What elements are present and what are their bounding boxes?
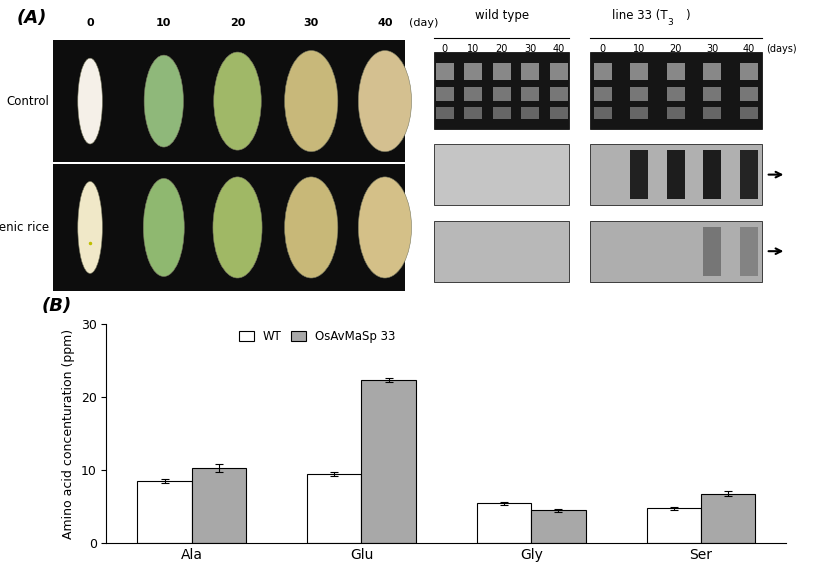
Bar <box>307 474 361 543</box>
Bar <box>434 221 569 282</box>
Bar <box>703 63 722 80</box>
Text: (A): (A) <box>16 9 47 27</box>
Bar <box>436 108 454 120</box>
Bar <box>740 150 758 199</box>
Bar <box>521 63 539 80</box>
Bar <box>667 108 685 120</box>
Ellipse shape <box>214 52 261 150</box>
Bar <box>740 87 758 101</box>
Text: (days): (days) <box>766 45 796 54</box>
Text: line 33 (T: line 33 (T <box>612 9 667 22</box>
Text: ): ) <box>686 9 690 22</box>
Ellipse shape <box>143 179 184 276</box>
Bar <box>434 52 569 129</box>
Bar <box>532 510 586 543</box>
Bar <box>590 144 762 205</box>
Ellipse shape <box>213 177 262 278</box>
Bar <box>631 150 649 199</box>
Text: 0: 0 <box>600 45 606 54</box>
Bar <box>631 87 649 101</box>
Text: Transgenic rice: Transgenic rice <box>0 221 49 234</box>
Text: 30: 30 <box>524 45 536 54</box>
Bar <box>521 87 539 101</box>
Bar <box>550 87 568 101</box>
Text: 20: 20 <box>230 17 245 28</box>
Bar <box>590 221 762 282</box>
Bar <box>594 87 612 101</box>
Text: 20: 20 <box>669 45 682 54</box>
Ellipse shape <box>358 50 411 151</box>
Text: 40: 40 <box>553 45 564 54</box>
Ellipse shape <box>144 55 183 147</box>
Ellipse shape <box>285 177 338 278</box>
Text: 0: 0 <box>86 17 94 28</box>
Text: wild type: wild type <box>474 9 529 22</box>
Bar <box>436 87 454 101</box>
Ellipse shape <box>358 177 411 278</box>
Bar <box>631 63 649 80</box>
Bar <box>740 108 758 120</box>
Bar <box>594 63 612 80</box>
Bar <box>493 108 511 120</box>
Bar <box>464 108 482 120</box>
Bar <box>550 63 568 80</box>
Bar <box>647 508 701 543</box>
Text: 0: 0 <box>441 45 448 54</box>
Bar <box>361 380 416 543</box>
Text: 40: 40 <box>743 45 754 54</box>
Bar <box>192 468 246 543</box>
Bar <box>53 164 405 291</box>
Ellipse shape <box>285 50 338 151</box>
Text: 10: 10 <box>156 17 171 28</box>
Bar <box>703 227 722 276</box>
Text: 40: 40 <box>378 17 392 28</box>
Bar <box>631 108 649 120</box>
Bar <box>550 108 568 120</box>
Bar <box>740 63 758 80</box>
Bar <box>703 87 722 101</box>
Text: (B): (B) <box>42 297 72 316</box>
Bar <box>464 87 482 101</box>
Bar <box>740 227 758 276</box>
Text: 20: 20 <box>495 45 508 54</box>
Bar <box>594 108 612 120</box>
Bar <box>138 481 192 543</box>
Bar <box>703 150 722 199</box>
Bar <box>434 144 569 205</box>
Bar <box>493 87 511 101</box>
Bar <box>667 150 685 199</box>
Bar <box>493 63 511 80</box>
Ellipse shape <box>78 58 102 144</box>
Bar <box>703 108 722 120</box>
Legend: WT, OsAvMaSp 33: WT, OsAvMaSp 33 <box>235 325 400 347</box>
Bar <box>464 63 482 80</box>
Bar <box>477 503 532 543</box>
Bar <box>590 52 762 129</box>
Bar <box>53 40 405 162</box>
Bar <box>701 494 755 543</box>
Text: 10: 10 <box>633 45 645 54</box>
Bar <box>667 63 685 80</box>
Text: 30: 30 <box>304 17 319 28</box>
Ellipse shape <box>78 181 102 273</box>
Bar <box>667 87 685 101</box>
Text: 3: 3 <box>667 18 673 27</box>
Text: Control: Control <box>7 95 49 108</box>
Bar <box>436 63 454 80</box>
Bar <box>521 108 539 120</box>
Text: 10: 10 <box>467 45 479 54</box>
Text: (day): (day) <box>410 17 439 28</box>
Y-axis label: Amino acid concenturation (ppm): Amino acid concenturation (ppm) <box>62 328 75 539</box>
Text: 30: 30 <box>706 45 718 54</box>
